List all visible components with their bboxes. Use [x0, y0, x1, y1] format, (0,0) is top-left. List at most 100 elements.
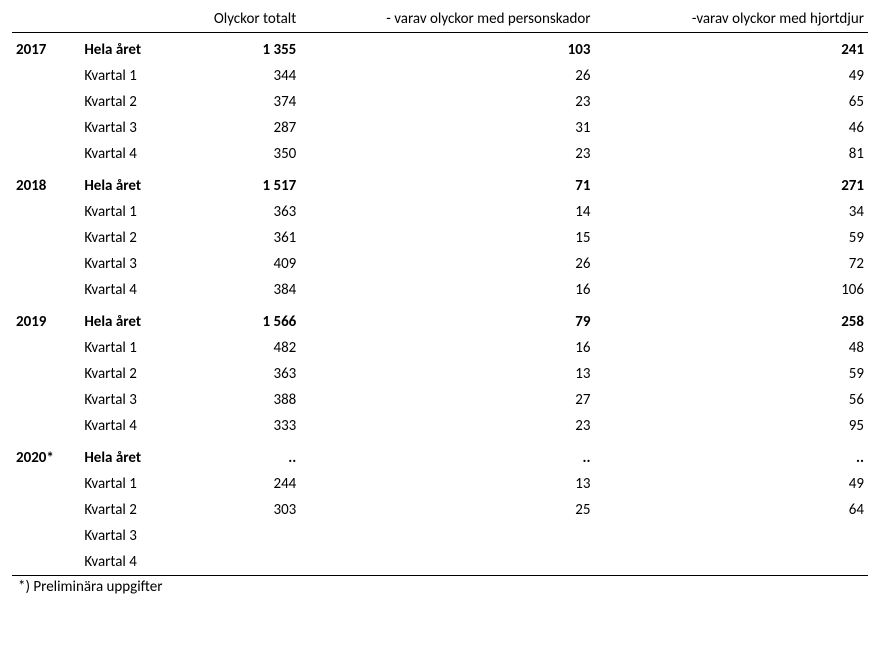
cell-total: 287 — [176, 115, 302, 141]
table-header-row: Olyckor totalt - varav olyckor med perso… — [12, 8, 868, 33]
quarter-row: Kvartal 32873146 — [12, 115, 868, 141]
col-header-year — [12, 8, 78, 33]
table-body: 2017Hela året1 355103241Kvartal 13442649… — [12, 33, 868, 597]
cell-person: 23 — [302, 413, 596, 439]
cell-deer: 34 — [596, 199, 868, 225]
cell-person — [302, 523, 596, 549]
cell-deer: 46 — [596, 115, 868, 141]
cell-person: 103 — [302, 33, 596, 64]
quarter-row: Kvartal 23032564 — [12, 497, 868, 523]
cell-year — [12, 523, 78, 549]
cell-year — [12, 335, 78, 361]
cell-total — [176, 549, 302, 576]
quarter-row: Kvartal 3 — [12, 523, 868, 549]
cell-deer: 49 — [596, 471, 868, 497]
cell-person: 26 — [302, 251, 596, 277]
quarter-row: Kvartal 23611559 — [12, 225, 868, 251]
cell-deer: 56 — [596, 387, 868, 413]
cell-year — [12, 413, 78, 439]
cell-year: 2019 — [12, 303, 78, 335]
cell-person: 13 — [302, 361, 596, 387]
cell-year — [12, 471, 78, 497]
cell-year — [12, 199, 78, 225]
cell-period: Kvartal 2 — [78, 361, 176, 387]
cell-deer: 49 — [596, 63, 868, 89]
cell-person: 16 — [302, 277, 596, 303]
cell-year: 2017 — [12, 33, 78, 64]
cell-total: 361 — [176, 225, 302, 251]
year-total-row: 2019Hela året1 56679258 — [12, 303, 868, 335]
cell-deer: 59 — [596, 225, 868, 251]
cell-period: Kvartal 1 — [78, 199, 176, 225]
quarter-row: Kvartal 43332395 — [12, 413, 868, 439]
cell-period: Kvartal 3 — [78, 387, 176, 413]
cell-year — [12, 361, 78, 387]
cell-person: 71 — [302, 167, 596, 199]
cell-year — [12, 387, 78, 413]
cell-year — [12, 497, 78, 523]
cell-deer: 65 — [596, 89, 868, 115]
cell-total: 409 — [176, 251, 302, 277]
cell-total: 384 — [176, 277, 302, 303]
quarter-row: Kvartal 23742365 — [12, 89, 868, 115]
cell-period: Kvartal 3 — [78, 251, 176, 277]
cell-deer — [596, 549, 868, 576]
cell-deer: .. — [596, 439, 868, 471]
cell-year — [12, 277, 78, 303]
cell-deer: 64 — [596, 497, 868, 523]
quarter-row: Kvartal 13631434 — [12, 199, 868, 225]
cell-total: 244 — [176, 471, 302, 497]
cell-person: .. — [302, 439, 596, 471]
cell-person: 25 — [302, 497, 596, 523]
year-total-row: 2017Hela året1 355103241 — [12, 33, 868, 64]
cell-period: Hela året — [78, 439, 176, 471]
cell-period: Hela året — [78, 303, 176, 335]
cell-period: Kvartal 2 — [78, 225, 176, 251]
quarter-row: Kvartal 14821648 — [12, 335, 868, 361]
cell-period: Kvartal 2 — [78, 497, 176, 523]
cell-person: 15 — [302, 225, 596, 251]
col-header-period — [78, 8, 176, 33]
cell-total: 1 517 — [176, 167, 302, 199]
cell-deer: 271 — [596, 167, 868, 199]
cell-period: Kvartal 2 — [78, 89, 176, 115]
cell-person: 13 — [302, 471, 596, 497]
cell-deer: 95 — [596, 413, 868, 439]
cell-year: 2020* — [12, 439, 78, 471]
cell-period: Hela året — [78, 33, 176, 64]
cell-total: 333 — [176, 413, 302, 439]
cell-period: Kvartal 1 — [78, 471, 176, 497]
cell-deer: 48 — [596, 335, 868, 361]
cell-person: 79 — [302, 303, 596, 335]
quarter-row: Kvartal 23631359 — [12, 361, 868, 387]
cell-person: 16 — [302, 335, 596, 361]
col-header-total: Olyckor totalt — [176, 8, 302, 33]
cell-total: 1 355 — [176, 33, 302, 64]
cell-period: Kvartal 4 — [78, 413, 176, 439]
cell-person: 26 — [302, 63, 596, 89]
cell-year — [12, 251, 78, 277]
year-total-row: 2018Hela året1 51771271 — [12, 167, 868, 199]
col-header-deer: -varav olyckor med hjortdjur — [596, 8, 868, 33]
cell-deer: 81 — [596, 141, 868, 167]
cell-person: 14 — [302, 199, 596, 225]
cell-year — [12, 141, 78, 167]
cell-person: 23 — [302, 89, 596, 115]
cell-year — [12, 549, 78, 576]
cell-total: 1 566 — [176, 303, 302, 335]
cell-period: Kvartal 4 — [78, 549, 176, 576]
cell-period: Kvartal 4 — [78, 277, 176, 303]
quarter-row: Kvartal 438416106 — [12, 277, 868, 303]
cell-deer: 72 — [596, 251, 868, 277]
year-total-row: 2020*Hela året...... — [12, 439, 868, 471]
cell-period: Kvartal 3 — [78, 523, 176, 549]
quarter-row: Kvartal 4 — [12, 549, 868, 576]
cell-deer — [596, 523, 868, 549]
cell-person: 31 — [302, 115, 596, 141]
cell-total: 303 — [176, 497, 302, 523]
cell-period: Kvartal 4 — [78, 141, 176, 167]
cell-year — [12, 225, 78, 251]
footnote-row: *) Preliminära uppgifter — [12, 576, 868, 597]
cell-period: Kvartal 1 — [78, 63, 176, 89]
cell-person — [302, 549, 596, 576]
